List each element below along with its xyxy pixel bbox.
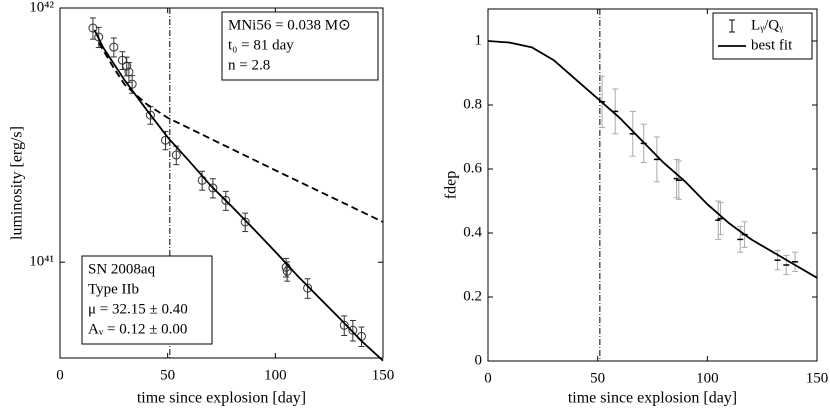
x-tick-label: 50: [590, 370, 605, 386]
annotation: n = 2.8: [228, 57, 270, 73]
data-point: [145, 110, 155, 120]
annotation: Type IIb: [88, 281, 139, 297]
x-tick-label: 100: [696, 370, 719, 386]
y-tick-label: 0.2: [463, 288, 482, 304]
error-bar: [341, 315, 348, 336]
data-point: [171, 150, 181, 160]
legend-label: Lᵧ/Qᵧ: [751, 17, 783, 33]
annotation-box: [221, 11, 379, 81]
annotation: μ = 32.15 ± 0.40: [88, 301, 188, 317]
y-tick-label: 10⁴¹: [29, 254, 54, 270]
x-axis-label: time since explosion [day]: [568, 390, 737, 407]
y-axis-label: fdep: [443, 171, 460, 199]
data-point: [122, 61, 132, 71]
error-bar: [358, 326, 365, 348]
data-point: [282, 266, 292, 276]
y-tick-label: 0: [475, 352, 483, 368]
data-point: [208, 183, 218, 193]
x-tick-label: 150: [372, 367, 395, 383]
annotation: t₀ = 81 day: [228, 37, 294, 53]
data-point: [348, 325, 358, 335]
error-bar: [110, 37, 117, 58]
annotation: Aᵥ = 0.12 ± 0.00: [88, 321, 187, 337]
data-point: [221, 195, 231, 205]
data-point: [240, 217, 250, 227]
x-tick-label: 0: [484, 370, 492, 386]
legend-box: [712, 12, 813, 60]
error-bar: [199, 170, 206, 191]
x-tick-label: 0: [56, 367, 64, 383]
y-tick-label: 10⁴²: [29, 0, 54, 15]
legend-label: best fit: [751, 37, 793, 53]
data-point: [94, 32, 104, 42]
x-tick-label: 100: [264, 367, 287, 383]
error-bar: [349, 319, 356, 342]
y-axis-label: luminosity [erg/s]: [9, 126, 26, 240]
annotation: MNi56 = 0.038 M⊙: [228, 17, 351, 33]
annotation-box: [81, 255, 213, 345]
data-point: [303, 283, 313, 293]
x-tick-label: 150: [806, 370, 829, 386]
data-point: [124, 67, 134, 77]
annotation: SN 2008aq: [88, 261, 156, 277]
y-tick-label: 0.6: [463, 160, 482, 176]
line: [97, 42, 384, 223]
y-tick-label: 1: [475, 32, 483, 48]
error-bar: [242, 212, 249, 233]
data-point: [109, 42, 119, 52]
plot-frame: [59, 7, 384, 359]
data-point: [88, 23, 98, 33]
data-point: [339, 320, 349, 330]
plot-frame: [487, 8, 818, 362]
error-bar: [304, 278, 311, 299]
line: [487, 40, 818, 279]
y-tick-label: 0.8: [463, 96, 482, 112]
x-tick-label: 50: [160, 367, 175, 383]
y-tick-label: 0.4: [463, 224, 482, 240]
x-axis-label: time since explosion [day]: [137, 390, 306, 407]
